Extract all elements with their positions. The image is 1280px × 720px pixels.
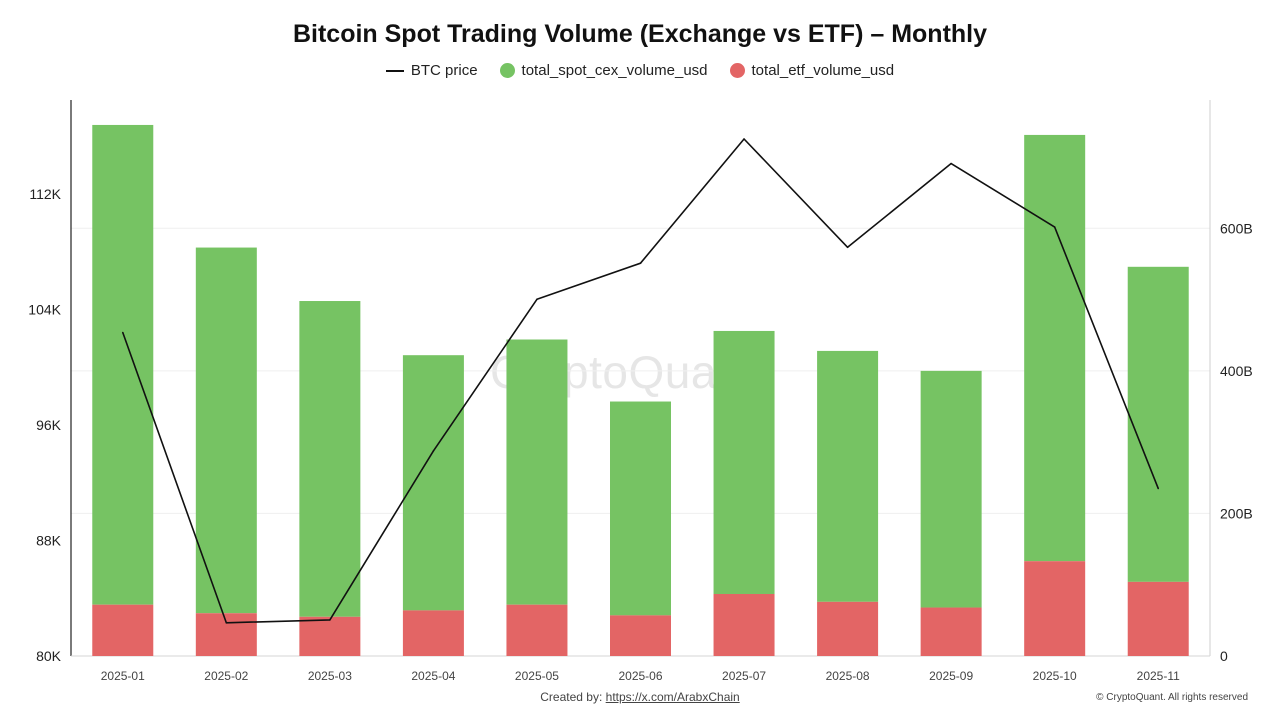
- bar-spot-cex-volume: [1024, 134, 1086, 562]
- x-tick-label: 2025-03: [308, 669, 352, 683]
- btc-price-point: [743, 138, 745, 140]
- red-dot-icon: [729, 63, 745, 78]
- legend-item-btc-price[interactable]: BTC price: [385, 62, 478, 79]
- chart-legend: BTC price total_spot_cex_volume_usd tota…: [0, 62, 1280, 79]
- green-dot-icon: [499, 63, 515, 78]
- bar-spot-cex-volume: [299, 301, 361, 617]
- x-tick-label: 2025-08: [826, 669, 870, 683]
- btc-price-point: [1053, 226, 1056, 228]
- bar-spot-cex-volume: [506, 339, 568, 605]
- y-left-tick-label: 104K: [28, 301, 61, 317]
- bar-etf-volume: [1024, 561, 1086, 656]
- btc-price-point: [1157, 487, 1160, 490]
- bar-spot-cex-volume: [195, 247, 257, 614]
- btc-price-point: [536, 298, 538, 301]
- y-right-tick-label: 400B: [1220, 363, 1253, 379]
- x-tick-label: 2025-02: [204, 669, 248, 683]
- y-left-tick-label: 112K: [29, 186, 61, 202]
- legend-label-spot-volume: total_spot_cex_volume_usd: [521, 62, 708, 79]
- x-tick-label: 2025-07: [722, 669, 766, 683]
- btc-price-point: [950, 162, 952, 165]
- legend-item-etf-volume[interactable]: total_etf_volume_usd: [729, 62, 895, 79]
- btc-price-point: [846, 246, 849, 249]
- btc-price-point: [432, 450, 435, 452]
- bar-etf-volume: [920, 607, 982, 656]
- line-marker-icon: [385, 69, 404, 72]
- btc-price-point: [639, 262, 642, 264]
- bar-spot-cex-volume: [713, 330, 775, 594]
- bar-etf-volume: [610, 615, 671, 656]
- bar-spot-cex-volume: [1127, 266, 1189, 582]
- x-tick-label: 2025-09: [929, 669, 973, 683]
- y-right-tick-label: 600B: [1220, 220, 1253, 236]
- bar-etf-volume: [92, 604, 154, 656]
- bar-spot-cex-volume: [610, 401, 671, 616]
- btc-price-point: [329, 619, 331, 621]
- x-tick-label: 2025-11: [1137, 669, 1180, 683]
- bar-spot-cex-volume: [92, 124, 154, 605]
- bar-etf-volume: [713, 593, 775, 656]
- bar-spot-cex-volume: [817, 350, 879, 602]
- chart-title: Bitcoin Spot Trading Volume (Exchange vs…: [292, 20, 988, 48]
- bar-etf-volume: [402, 610, 464, 656]
- legend-label-etf-volume: total_etf_volume_usd: [751, 62, 895, 79]
- x-tick-label: 2025-06: [618, 669, 662, 683]
- footer-copyright: © CryptoQuant. All rights reserved: [1096, 692, 1248, 703]
- legend-label-btc-price: BTC price: [410, 62, 478, 79]
- btc-price-point: [121, 331, 124, 334]
- bar-etf-volume: [506, 604, 568, 656]
- y-left-tick-label: 80K: [36, 648, 62, 664]
- footer-created-by: Created by: https://x.com/ArabxChain: [0, 690, 1280, 704]
- y-left-tick-label: 88K: [36, 532, 62, 548]
- x-tick-label: 2025-04: [411, 669, 455, 683]
- created-by-link[interactable]: https://x.com/ArabxChain: [605, 690, 740, 704]
- bar-etf-volume: [299, 616, 361, 656]
- x-tick-label: 2025-10: [1033, 669, 1077, 683]
- bar-etf-volume: [1127, 581, 1189, 656]
- x-tick-label: 2025-05: [515, 669, 559, 683]
- bar-spot-cex-volume: [402, 355, 464, 611]
- bar-spot-cex-volume: [920, 370, 982, 608]
- y-right-tick-label: 200B: [1220, 505, 1253, 521]
- y-left-tick-label: 96K: [36, 417, 62, 433]
- legend-item-spot-volume[interactable]: total_spot_cex_volume_usd: [499, 62, 708, 79]
- bar-etf-volume: [817, 601, 879, 656]
- bar-etf-volume: [195, 613, 257, 656]
- x-tick-label: 2025-01: [101, 669, 145, 683]
- created-by-label: Created by:: [540, 690, 603, 704]
- y-right-tick-label: 0: [1220, 648, 1228, 664]
- btc-price-point: [225, 621, 228, 624]
